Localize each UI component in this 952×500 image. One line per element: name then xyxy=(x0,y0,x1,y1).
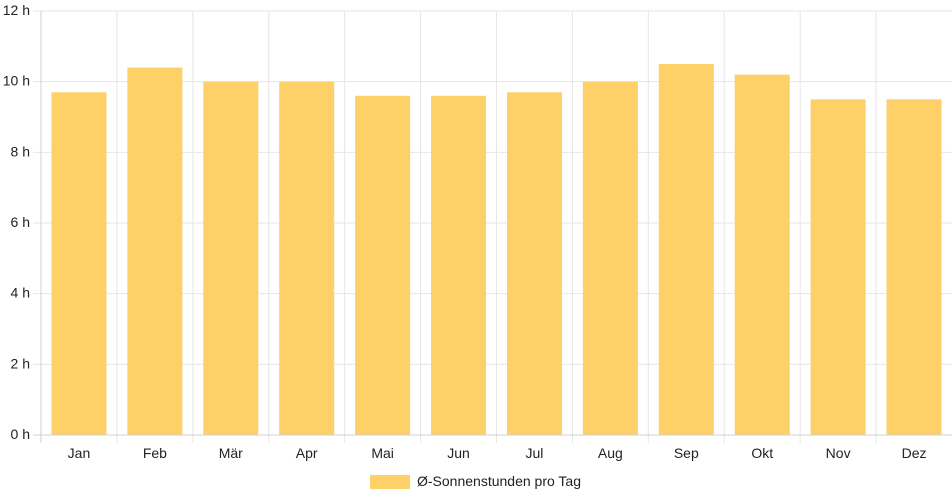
y-tick-label: 4 h xyxy=(11,285,30,301)
bar-jun xyxy=(431,95,487,436)
y-tick-label: 6 h xyxy=(11,214,30,230)
bar-sep xyxy=(658,64,714,435)
x-tick-label: Sep xyxy=(674,445,699,461)
x-tick-label: Jul xyxy=(526,445,544,461)
bar-feb xyxy=(127,67,183,436)
y-tick-label: 2 h xyxy=(11,355,30,371)
x-tick-label: Mär xyxy=(219,445,243,461)
bar-jul xyxy=(506,92,562,436)
y-axis-tick-labels: 0 h 2 h 4 h 6 h 8 h 10 h 12 h xyxy=(3,2,30,442)
bar-mär xyxy=(203,81,259,436)
y-tick-label: 0 h xyxy=(11,426,30,442)
grid-lines xyxy=(33,10,952,443)
bar-aug xyxy=(582,81,638,436)
bar-jan xyxy=(51,92,107,436)
x-tick-label: Nov xyxy=(826,445,851,461)
bar-dez xyxy=(886,99,942,435)
x-tick-label: Apr xyxy=(296,445,318,461)
x-tick-label: Dez xyxy=(902,445,927,461)
x-tick-label: Mai xyxy=(371,445,394,461)
x-tick-label: Jun xyxy=(447,445,470,461)
bars xyxy=(51,64,942,436)
x-tick-label: Jan xyxy=(68,445,91,461)
x-tick-label: Aug xyxy=(598,445,623,461)
legend[interactable]: Ø-Sonnenstunden pro Tag xyxy=(370,473,581,489)
bar-apr xyxy=(279,81,335,436)
x-axis-tick-labels: Jan Feb Mär Apr Mai Jun Jul Aug Sep Okt Nov Dez xyxy=(68,445,927,461)
axes xyxy=(33,11,952,443)
bar-mai xyxy=(355,95,411,436)
y-tick-label: 10 h xyxy=(3,73,30,89)
y-tick-label: 8 h xyxy=(11,143,30,159)
legend-swatch xyxy=(370,475,410,489)
y-tick-label: 12 h xyxy=(3,2,30,18)
legend-label: Ø-Sonnenstunden pro Tag xyxy=(417,473,581,489)
x-tick-label: Okt xyxy=(751,445,773,461)
x-tick-label: Feb xyxy=(143,445,167,461)
bar-nov xyxy=(810,99,866,435)
bar-okt xyxy=(734,74,790,435)
